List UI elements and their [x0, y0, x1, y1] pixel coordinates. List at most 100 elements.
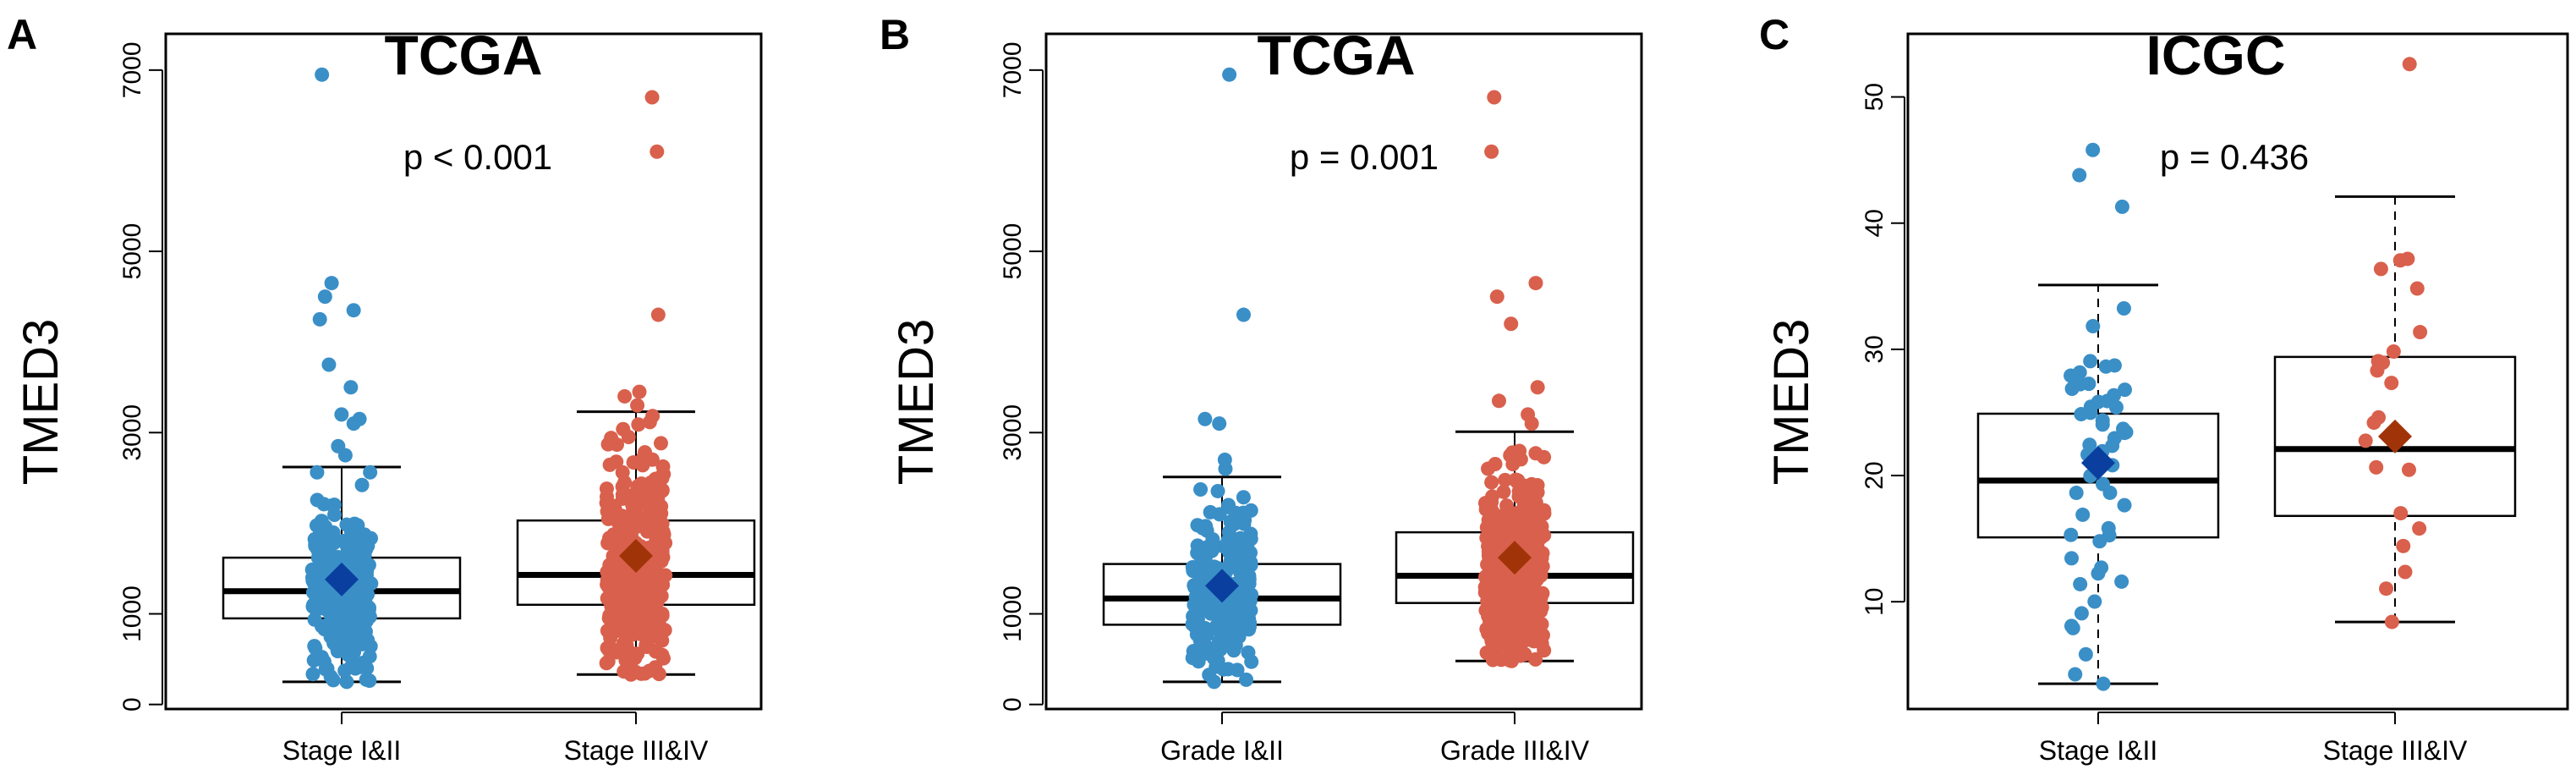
- data-point: [1195, 520, 1210, 536]
- data-point: [1479, 621, 1494, 636]
- data-point: [617, 475, 633, 490]
- data-point: [1192, 569, 1208, 585]
- data-point: [2379, 581, 2394, 596]
- data-point: [2078, 646, 2093, 662]
- data-point: [311, 577, 326, 592]
- data-point: [2096, 676, 2111, 691]
- data-point: [1207, 674, 1222, 690]
- data-point: [636, 449, 651, 464]
- y-tick-label: 7000: [999, 41, 1027, 98]
- data-point: [636, 566, 651, 581]
- panel-a-x-axis: Stage I&II Stage III&IV: [282, 712, 709, 766]
- y-tick-label: 0: [999, 697, 1027, 712]
- y-tick-label: 3000: [118, 404, 146, 461]
- data-point: [325, 597, 340, 613]
- data-point: [1485, 646, 1500, 661]
- data-point: [2358, 433, 2373, 448]
- data-point: [2064, 551, 2080, 566]
- data-point: [363, 464, 378, 480]
- data-point: [632, 613, 647, 629]
- panel-b-p-value: p = 0.001: [1290, 137, 1439, 177]
- data-point: [1510, 473, 1526, 488]
- data-point: [354, 532, 370, 547]
- data-point: [1223, 514, 1238, 530]
- panel-a: A TCGA TMED3 p < 0.001 01000300050007000…: [7, 11, 763, 766]
- mean-marker: [2378, 419, 2412, 453]
- panel-a-points: [304, 67, 673, 690]
- data-point: [649, 477, 665, 492]
- data-point: [1484, 517, 1499, 532]
- y-tick-label: 1000: [118, 585, 146, 642]
- data-point: [2083, 354, 2098, 369]
- outlier-point: [1484, 144, 1499, 159]
- data-point: [310, 464, 325, 480]
- outlier-point: [321, 357, 337, 372]
- data-point: [1233, 530, 1248, 546]
- x-tick-label: Stage III&IV: [2323, 735, 2468, 766]
- data-point: [600, 624, 615, 639]
- data-point: [350, 544, 365, 559]
- data-point: [1526, 608, 1541, 624]
- data-point: [309, 518, 324, 533]
- x-tick-label: Grade I&II: [1160, 735, 1284, 766]
- data-point: [1498, 472, 1513, 487]
- data-point: [1528, 651, 1543, 667]
- data-point: [2116, 301, 2131, 316]
- data-point: [2074, 606, 2089, 621]
- data-point: [648, 644, 663, 659]
- data-point: [2095, 417, 2110, 432]
- data-point: [610, 592, 625, 607]
- data-point: [308, 602, 323, 617]
- data-point: [2101, 520, 2116, 536]
- panel-b-x-axis: Grade I&II Grade III&IV: [1160, 712, 1590, 766]
- data-point: [1487, 553, 1502, 569]
- data-point: [1526, 496, 1541, 511]
- data-point: [2386, 344, 2401, 359]
- data-point: [1511, 489, 1526, 504]
- data-point: [1193, 481, 1209, 497]
- panel-a-y-axis: 0 1000 3000 5000 7000: [118, 41, 163, 712]
- data-point: [599, 495, 614, 510]
- data-point: [2393, 506, 2409, 521]
- data-point: [1484, 475, 1499, 490]
- data-point: [2384, 614, 2399, 629]
- data-point: [1190, 619, 1205, 635]
- data-point: [609, 454, 624, 470]
- outlier-point: [1236, 307, 1251, 322]
- y-tick-label: 5000: [118, 223, 146, 280]
- data-point: [1496, 637, 1511, 652]
- data-point: [1221, 499, 1236, 514]
- y-tick-label: 1000: [999, 585, 1027, 642]
- data-point: [2400, 251, 2415, 267]
- panel-b-label: B: [880, 11, 910, 58]
- outlier-point: [1504, 316, 1519, 332]
- outlier-point: [632, 384, 647, 399]
- data-point: [346, 629, 361, 644]
- outlier-point: [650, 307, 666, 322]
- panel-a-p-value: p < 0.001: [403, 137, 552, 177]
- data-point: [641, 585, 656, 601]
- y-tick-label: 50: [1861, 83, 1888, 111]
- data-point: [657, 623, 672, 638]
- data-point: [654, 588, 669, 603]
- data-point: [1529, 548, 1544, 563]
- panel-b-y-axis-label: TMED3: [889, 319, 944, 486]
- outlier-point: [324, 276, 339, 291]
- data-point: [2370, 363, 2385, 378]
- data-point: [363, 639, 378, 654]
- outlier-point: [630, 398, 645, 413]
- data-point: [2373, 261, 2388, 277]
- data-point: [323, 547, 338, 562]
- panel-a-label: A: [7, 11, 37, 58]
- data-point: [308, 538, 323, 553]
- outlier-point: [1530, 380, 1545, 395]
- data-point: [1236, 490, 1251, 505]
- data-point: [1235, 618, 1250, 633]
- outlier-point: [617, 388, 633, 404]
- data-point: [2117, 382, 2132, 398]
- data-point: [2081, 377, 2096, 392]
- data-point: [2091, 566, 2106, 581]
- outlier-point: [644, 90, 660, 105]
- data-point: [616, 421, 631, 437]
